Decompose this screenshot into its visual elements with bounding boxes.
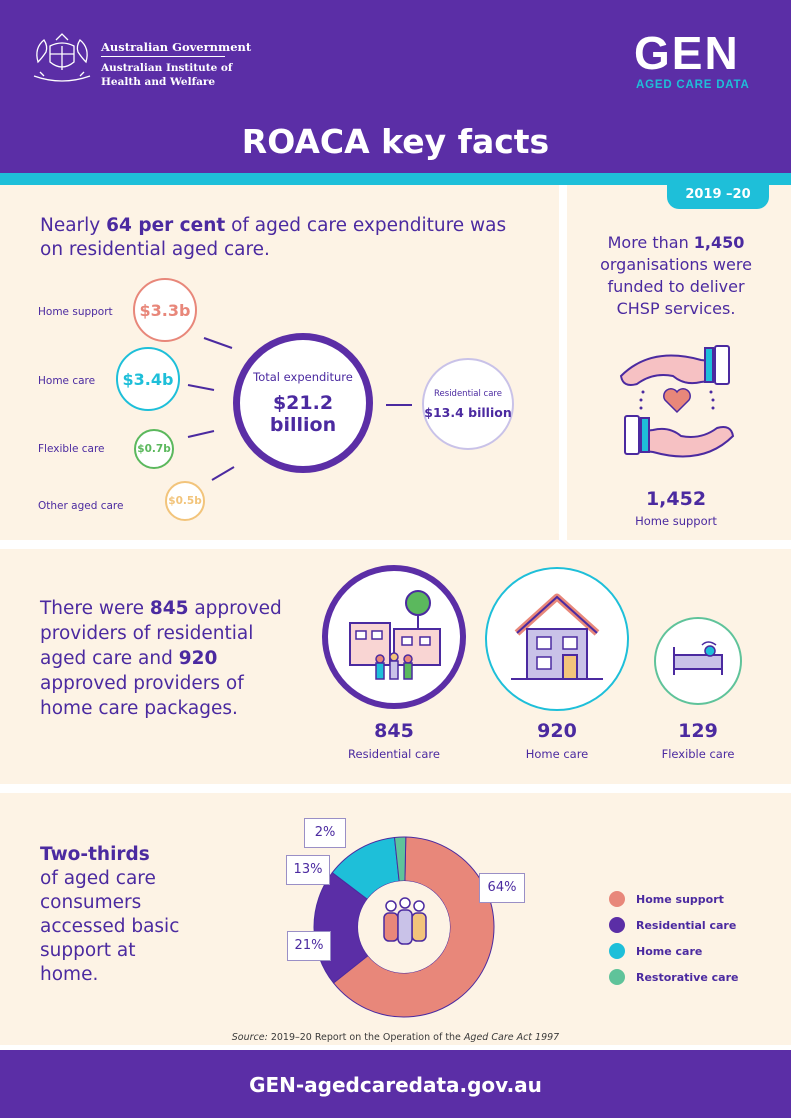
page-title: ROACA key facts xyxy=(241,122,550,161)
total-expenditure-label: Total expenditure xyxy=(253,370,353,384)
chsp-number: 1,452 xyxy=(645,488,707,510)
legend-dot xyxy=(609,969,625,985)
source-note: Source: 2019–20 Report on the Operation … xyxy=(231,1032,560,1043)
gen-logo: GEN xyxy=(634,27,740,79)
other-aged-care-bubble: $0.5b xyxy=(165,481,205,521)
residential-care-count-label: Residential care xyxy=(348,747,440,761)
flexible-care-label: Flexible care xyxy=(38,443,105,455)
residential-building-icon xyxy=(349,590,441,680)
gov-title: Australian Government xyxy=(101,40,252,54)
residential-care-icon-circle xyxy=(322,565,466,709)
legend-home-support: Home support xyxy=(609,891,724,907)
expenditure-heading: Nearly 64 per cent of aged care expendit… xyxy=(40,215,507,260)
residential-care-circle: Residential care $13.4 billion xyxy=(422,358,514,450)
home-care-bubble: $3.4b xyxy=(116,347,180,411)
providers-heading: There were 845 approved providers of res… xyxy=(40,598,282,719)
header-band xyxy=(0,0,791,173)
footer-link[interactable]: GEN-agedcaredata.gov.au xyxy=(249,1073,542,1097)
residential-care-label: Residential care xyxy=(434,388,502,399)
connector-lines xyxy=(187,337,412,481)
footer-band xyxy=(0,1050,791,1118)
coat-of-arms-icon xyxy=(33,33,91,82)
house-icon xyxy=(511,593,603,680)
caring-hands-heart-icon xyxy=(619,345,735,458)
total-expenditure-circle: Total expenditure $21.2 billion xyxy=(233,333,373,473)
legend-dot xyxy=(609,891,625,907)
bed-icon xyxy=(673,641,723,675)
flexible-care-count: 129 xyxy=(678,720,718,742)
callout-residential: 21% xyxy=(287,931,331,961)
callout-home-support: 64% xyxy=(479,873,525,903)
flexible-care-count-label: Flexible care xyxy=(661,747,735,761)
home-care-icon-circle xyxy=(485,567,629,711)
residential-care-count: 845 xyxy=(374,720,414,742)
other-aged-care-label: Other aged care xyxy=(38,500,124,512)
total-expenditure-value: $21.2 billion xyxy=(269,392,337,436)
flexible-care-icon-circle xyxy=(654,617,742,705)
callout-home-care: 13% xyxy=(286,855,330,885)
gen-logo-subtitle: AGED CARE DATA xyxy=(636,79,750,91)
home-support-label: Home support xyxy=(38,306,113,318)
consumers-heading: Two-thirds of aged care consumers accesse… xyxy=(40,844,180,985)
home-support-bubble: $3.3b xyxy=(133,278,197,342)
legend-home-care: Home care xyxy=(609,943,702,959)
people-group-icon xyxy=(383,897,427,945)
chsp-heading: More than 1,450 organisations were funde… xyxy=(600,233,752,318)
aihw-name: Australian Institute of Health and Welfa… xyxy=(101,62,233,88)
year-badge: 2019 –20 xyxy=(667,182,769,209)
legend-dot xyxy=(609,943,625,959)
home-care-count: 920 xyxy=(537,720,577,742)
chsp-label: Home support xyxy=(635,514,717,528)
legend-residential-care: Residential care xyxy=(609,917,736,933)
home-care-count-label: Home care xyxy=(525,747,589,761)
legend-dot xyxy=(609,917,625,933)
home-care-label: Home care xyxy=(38,375,96,387)
legend-restorative-care: Restorative care xyxy=(609,969,738,985)
flexible-care-bubble: $0.7b xyxy=(134,429,174,469)
residential-care-value: $13.4 billion xyxy=(424,404,512,420)
header-accent-bar xyxy=(0,173,791,185)
callout-restorative: 2% xyxy=(304,818,346,848)
gov-divider xyxy=(101,56,225,57)
